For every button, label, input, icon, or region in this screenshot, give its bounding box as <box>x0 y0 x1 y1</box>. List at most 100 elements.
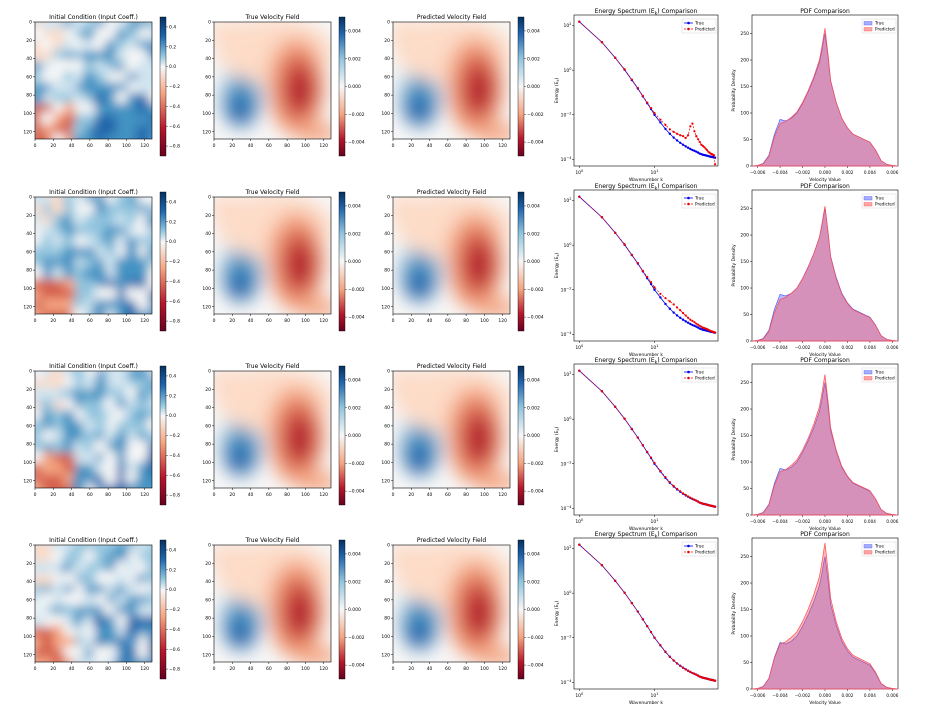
x-tick-label: −0.002 <box>795 693 811 698</box>
colorbar-tick-label: 0.004 <box>348 378 361 384</box>
y-tick-label: 0 <box>29 543 32 549</box>
field-cell <box>135 399 149 413</box>
y-tick-label: 120 <box>381 129 390 135</box>
field-red-core <box>288 591 313 634</box>
tick-exponent: 1 <box>656 344 658 348</box>
field-cell <box>106 418 120 432</box>
tick-exponent: −2 <box>566 460 571 464</box>
legend-label-true: True <box>874 21 884 26</box>
field-cell <box>85 371 99 379</box>
field-cell <box>50 197 64 207</box>
field-structures <box>393 545 510 662</box>
y-tick-label: 80 <box>205 268 211 274</box>
label-subscript: k <box>556 428 560 431</box>
true-velocity-field-title: True Velocity Field <box>245 189 300 196</box>
x-tick-label: 0.002 <box>841 170 853 175</box>
predicted-velocity-field-panel: Predicted Velocity Field 0 20 40 60 80 100 120 0… <box>381 189 544 332</box>
field-cell <box>35 71 43 85</box>
field-cell <box>125 103 139 117</box>
y-axis-label: Probability Density <box>731 418 737 461</box>
field-cell <box>35 279 43 293</box>
data-point-predicted <box>681 666 685 669</box>
field-cell <box>115 267 129 281</box>
x-tick-label: 20 <box>50 492 56 498</box>
y-tick-label: 80 <box>384 616 390 622</box>
energy-spectrum-title: Energy Spectrum (Ek) Comparison <box>595 183 698 192</box>
field-cell <box>148 551 152 565</box>
y-tick-label: 10−4 <box>561 679 573 686</box>
true-velocity-field-panel: True Velocity Field 0 20 40 60 80 100 120 0 20 40 6… <box>202 189 365 332</box>
field-cell <box>82 398 96 412</box>
field-bottom-tint <box>293 646 331 662</box>
data-point-predicted <box>676 132 679 135</box>
label-subscript: k <box>556 79 560 82</box>
y-tick-label: 100 <box>381 460 390 466</box>
data-point-predicted <box>713 163 717 166</box>
x-tick-label: 100 <box>301 318 310 324</box>
y-tick-label: 200 <box>740 407 749 413</box>
data-point-predicted <box>664 297 667 300</box>
field-cell <box>62 235 76 249</box>
data-point-predicted <box>649 281 653 284</box>
field-cell <box>72 213 86 227</box>
data-point-predicted <box>686 669 690 672</box>
x-tick-label: −0.002 <box>795 345 811 350</box>
y-tick-label: 120 <box>23 652 32 658</box>
y-tick-label: 100 <box>740 286 749 292</box>
field-cell <box>149 299 152 313</box>
colorbar <box>517 365 525 506</box>
field-cell <box>40 246 54 260</box>
field-cell <box>82 431 96 445</box>
colorbar-tick-label: 0.4 <box>169 25 176 31</box>
field-cell <box>135 483 149 488</box>
y-tick-label: 40 <box>205 56 211 62</box>
field-cell <box>85 545 99 555</box>
field-cell <box>136 125 150 139</box>
legend-box <box>681 193 717 209</box>
pdf-comparison-panel: PDF Comparison −0.006 −0.004 −0.002 0.000 0.0… <box>731 357 899 532</box>
field-cell <box>62 432 76 446</box>
field-cell <box>149 398 152 412</box>
field-red-core <box>467 417 492 460</box>
field-structures <box>393 197 510 314</box>
tick-exponent: −4 <box>566 679 572 683</box>
field-cell <box>53 279 67 293</box>
x-axis-label: Wavenumber k <box>629 700 663 706</box>
field-cell <box>61 38 75 52</box>
field-cell <box>35 483 44 488</box>
data-point-predicted <box>623 68 626 71</box>
legend-swatch-true <box>863 370 873 375</box>
y-tick-label: 100 <box>740 111 749 117</box>
field-cell <box>51 58 65 72</box>
y-tick-label: 100 <box>202 286 211 292</box>
tick-base: 10 <box>650 170 656 176</box>
data-point-predicted <box>696 323 700 326</box>
y-tick-label: 40 <box>26 405 32 411</box>
y-tick-label: 10−4 <box>561 156 573 163</box>
y-axis-label: Energy (Ek) <box>554 77 560 103</box>
legend-label-predicted: Predicted <box>875 550 895 555</box>
x-tick-label: 100 <box>575 344 583 351</box>
x-tick-label: −0.006 <box>750 170 766 175</box>
colorbar-tick-label: −0.002 <box>527 461 544 467</box>
field-cell <box>82 550 96 564</box>
x-tick-label: 80 <box>284 666 290 672</box>
plot-frame <box>751 363 899 516</box>
y-tick-label: 60 <box>384 597 390 603</box>
data-point-predicted <box>684 314 687 317</box>
field-cell <box>115 371 129 380</box>
field-cell <box>41 627 55 641</box>
field-cell <box>147 59 152 73</box>
tick-base: 10 <box>561 680 567 686</box>
y-tick-label: 0 <box>387 369 390 375</box>
field-cell <box>86 310 100 314</box>
area-predicted <box>751 205 899 342</box>
y-tick-label: 250 <box>740 380 749 386</box>
field-cell <box>115 560 129 574</box>
field-cell <box>50 22 64 30</box>
data-point-predicted <box>614 56 617 59</box>
field-cell <box>146 388 152 402</box>
field-cell <box>126 658 140 662</box>
tick-exponent: 0 <box>569 67 571 71</box>
field-cell <box>136 266 150 280</box>
